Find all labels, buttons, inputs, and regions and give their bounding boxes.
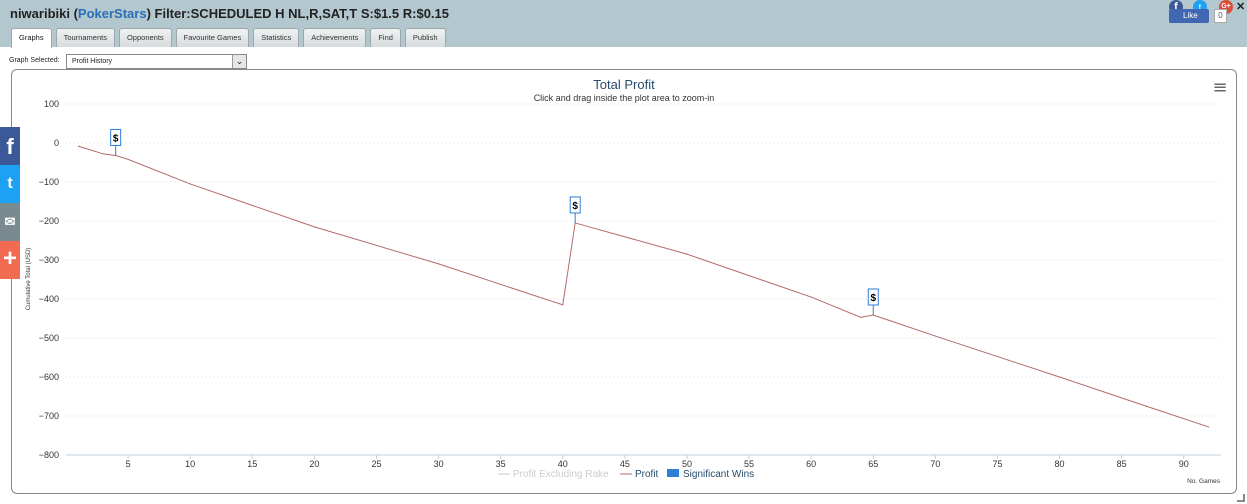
- profit-point: [686, 253, 688, 255]
- y-tick-label: −800: [39, 450, 59, 460]
- significant-win-flag[interactable]: [569, 196, 581, 214]
- site-name[interactable]: PokerStars: [77, 6, 147, 21]
- legend-significant-wins[interactable]: Significant Wins: [683, 469, 754, 480]
- x-tick-label: 70: [930, 459, 940, 469]
- profit-point: [189, 183, 191, 185]
- filter-text: ) Filter:SCHEDULED H NL,R,SAT,T S:$1.5 R…: [146, 6, 449, 21]
- chart-subtitle: Click and drag inside the plot area to z…: [534, 93, 715, 103]
- tab-bar: Graphs Tournaments Opponents Favourite Game…: [11, 28, 450, 48]
- close-icon[interactable]: ✕: [1236, 1, 1246, 13]
- x-tick-label: 5: [126, 459, 131, 469]
- x-tick-label: 45: [620, 459, 630, 469]
- tab-statistics[interactable]: Statistics: [253, 28, 300, 47]
- resize-handle[interactable]: [1237, 494, 1245, 502]
- y-tick-label: −600: [39, 372, 59, 382]
- page-title: niwaribiki (PokerStars) Filter:SCHEDULED…: [10, 6, 449, 21]
- x-tick-label: 85: [1117, 459, 1127, 469]
- tab-publish[interactable]: Publish: [404, 28, 446, 47]
- x-tick-label: 65: [868, 459, 878, 469]
- like-button[interactable]: Like: [1169, 9, 1209, 23]
- y-tick-label: −100: [39, 177, 59, 187]
- x-tick-label: 55: [744, 459, 754, 469]
- flag-label: $: [113, 133, 119, 144]
- more-share-icon[interactable]: +: [0, 241, 20, 279]
- chevron-down-icon[interactable]: ⌄: [232, 55, 246, 68]
- tab-opponents[interactable]: Opponents: [118, 28, 172, 47]
- chart-container[interactable]: [11, 69, 1237, 494]
- chart-title: Total Profit: [593, 77, 655, 92]
- profit-point: [860, 316, 862, 318]
- profit-point: [1207, 426, 1210, 428]
- tab-achievements[interactable]: Achievements: [303, 28, 367, 47]
- facebook-share-icon[interactable]: f: [0, 127, 20, 165]
- x-tick-label: 10: [185, 459, 195, 469]
- profit-point: [127, 158, 129, 160]
- profit-point: [437, 263, 440, 265]
- significant-win-flag[interactable]: [867, 288, 879, 306]
- y-tick-label: 100: [44, 99, 59, 109]
- profit-point: [77, 145, 80, 147]
- menu-icon[interactable]: ≡: [1212, 77, 1227, 98]
- tab-find[interactable]: Find: [370, 28, 401, 47]
- y-tick-label: 0: [54, 138, 59, 148]
- tab-favourite-games[interactable]: Favourite Games: [175, 28, 250, 47]
- tab-tournaments[interactable]: Tournaments: [55, 28, 115, 47]
- x-axis-label: No. Games: [1187, 478, 1221, 485]
- x-tick-label: 30: [434, 459, 444, 469]
- legend-profit[interactable]: Profit: [635, 469, 659, 480]
- flag-label: $: [870, 293, 876, 304]
- legend-symbol-significant-wins[interactable]: [667, 469, 679, 477]
- graph-selected-label: Graph Selected:: [9, 57, 60, 64]
- top-bar: niwaribiki (PokerStars) Filter:SCHEDULED…: [0, 0, 1247, 48]
- y-tick-label: −700: [39, 411, 59, 421]
- significant-win-flag[interactable]: [110, 128, 122, 146]
- y-tick-label: −400: [39, 294, 59, 304]
- profit-point: [562, 304, 564, 306]
- left-social-bar: f t ✉ +: [0, 127, 20, 279]
- legend-profit-excluding-rake[interactable]: Profit Excluding Rake: [513, 469, 609, 480]
- email-share-icon[interactable]: ✉: [0, 203, 20, 241]
- x-tick-label: 75: [992, 459, 1002, 469]
- graph-select[interactable]: Profit History ⌄: [66, 54, 247, 69]
- x-tick-label: 80: [1055, 459, 1065, 469]
- tab-graphs[interactable]: Graphs: [11, 28, 52, 48]
- profit-point: [313, 226, 315, 228]
- profit-point: [1058, 376, 1061, 378]
- profit-point: [810, 296, 812, 298]
- x-tick-label: 35: [496, 459, 506, 469]
- x-tick-label: 40: [558, 459, 568, 469]
- flag-label: $: [572, 201, 578, 212]
- y-tick-label: −500: [39, 333, 59, 343]
- x-tick-label: 50: [682, 459, 692, 469]
- twitter-share-icon[interactable]: t: [0, 165, 20, 203]
- title-paren: (: [69, 6, 78, 21]
- profit-point: [1145, 405, 1148, 407]
- y-tick-label: −200: [39, 216, 59, 226]
- x-tick-label: 15: [247, 459, 257, 469]
- profit-point: [934, 335, 936, 337]
- x-tick-label: 90: [1179, 459, 1189, 469]
- x-tick-label: 20: [309, 459, 319, 469]
- social-top: f t G+ ✕ Like 0: [1167, 0, 1247, 26]
- graph-select-value: Profit History: [72, 58, 113, 65]
- like-count: 0: [1214, 9, 1227, 23]
- x-tick-label: 60: [806, 459, 816, 469]
- y-tick-label: −300: [39, 255, 59, 265]
- x-tick-label: 25: [371, 459, 381, 469]
- y-axis-label: Cumulative Total (USD): [26, 248, 32, 311]
- profit-series-line[interactable]: [78, 145, 1209, 428]
- profit-point: [102, 153, 104, 155]
- player-name: niwaribiki: [10, 6, 70, 21]
